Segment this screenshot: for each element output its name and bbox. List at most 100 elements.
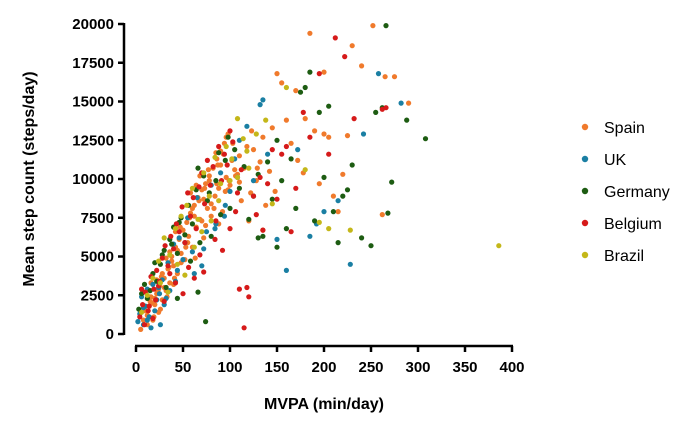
data-point (330, 193, 336, 199)
x-axis-title: MVPA (min/day) (264, 396, 384, 413)
data-points-layer (135, 23, 502, 332)
data-point (340, 171, 346, 177)
data-point (135, 319, 141, 325)
data-point (184, 202, 190, 208)
data-point (165, 289, 171, 295)
data-point (218, 181, 224, 187)
data-point (216, 143, 222, 150)
data-point (312, 218, 318, 224)
x-axis-ticks: 0 50 100 150 200 250 300 350 400 (132, 346, 525, 376)
data-point (297, 89, 304, 95)
data-point (216, 185, 222, 191)
data-point (244, 148, 250, 154)
x-tick-label: 300 (405, 359, 430, 376)
data-point (312, 128, 318, 134)
data-point (265, 159, 271, 165)
legend-label: Spain (604, 120, 645, 137)
data-point (208, 213, 214, 219)
data-point (156, 258, 162, 264)
data-point (202, 201, 208, 207)
data-point (139, 309, 145, 315)
data-point (151, 286, 157, 292)
data-point (145, 308, 151, 314)
data-point (150, 275, 156, 281)
data-point (293, 185, 299, 191)
data-point (174, 250, 180, 256)
data-point (204, 205, 210, 211)
data-point (221, 151, 227, 157)
data-point (174, 267, 180, 273)
data-point (193, 226, 199, 232)
data-point (216, 150, 222, 156)
data-point (279, 80, 285, 86)
data-point (222, 202, 228, 208)
data-point (191, 244, 197, 250)
data-point (205, 167, 211, 173)
data-point (138, 326, 144, 332)
data-point (250, 178, 257, 184)
data-point (383, 105, 389, 111)
data-point (283, 267, 289, 273)
data-point (203, 181, 209, 187)
data-point (321, 174, 327, 180)
data-point (234, 174, 241, 180)
data-point (195, 165, 201, 171)
data-point (263, 202, 269, 208)
data-point (302, 116, 308, 122)
x-tick-label: 50 (175, 359, 192, 376)
data-point (368, 243, 374, 249)
data-point (195, 216, 201, 222)
data-point (150, 315, 156, 322)
data-point (197, 240, 203, 246)
data-point (195, 289, 201, 295)
data-point (274, 196, 280, 202)
data-point (246, 165, 252, 171)
data-point (203, 319, 209, 325)
data-point (192, 255, 198, 261)
y-tick-label: 0 (106, 326, 114, 343)
data-point (161, 298, 167, 304)
y-axis-title: Mean step count (steps/day) (21, 71, 38, 286)
data-point (326, 226, 332, 232)
data-point (274, 71, 280, 77)
data-point (213, 218, 219, 224)
data-point (359, 63, 365, 69)
data-point (157, 306, 163, 312)
data-point (269, 196, 275, 202)
data-point (153, 297, 159, 303)
data-point (223, 143, 229, 150)
data-point (182, 232, 188, 238)
data-point (398, 100, 404, 106)
data-point (191, 275, 197, 281)
data-point (163, 284, 169, 291)
data-point (295, 157, 301, 163)
data-point (168, 233, 174, 239)
data-point (379, 212, 385, 218)
data-point (222, 157, 228, 163)
data-point (144, 317, 150, 323)
data-point (171, 246, 177, 252)
data-point (266, 168, 273, 174)
data-point (210, 164, 216, 170)
data-point (342, 54, 348, 60)
data-point (206, 178, 212, 184)
data-point (208, 233, 214, 239)
data-point (174, 295, 180, 301)
data-point (307, 69, 313, 75)
data-point (359, 235, 365, 241)
data-point (302, 167, 308, 173)
data-point (316, 109, 322, 115)
data-point (351, 116, 357, 122)
data-point (176, 229, 182, 235)
data-point (255, 235, 261, 241)
data-point (335, 240, 341, 246)
data-point (227, 205, 233, 211)
data-point (141, 281, 148, 287)
legend-marker (581, 219, 589, 227)
data-point (187, 258, 194, 264)
data-point (260, 97, 266, 103)
y-tick-label: 10000 (72, 171, 114, 188)
data-point (141, 322, 148, 328)
data-point (169, 241, 175, 247)
data-point (211, 205, 217, 211)
